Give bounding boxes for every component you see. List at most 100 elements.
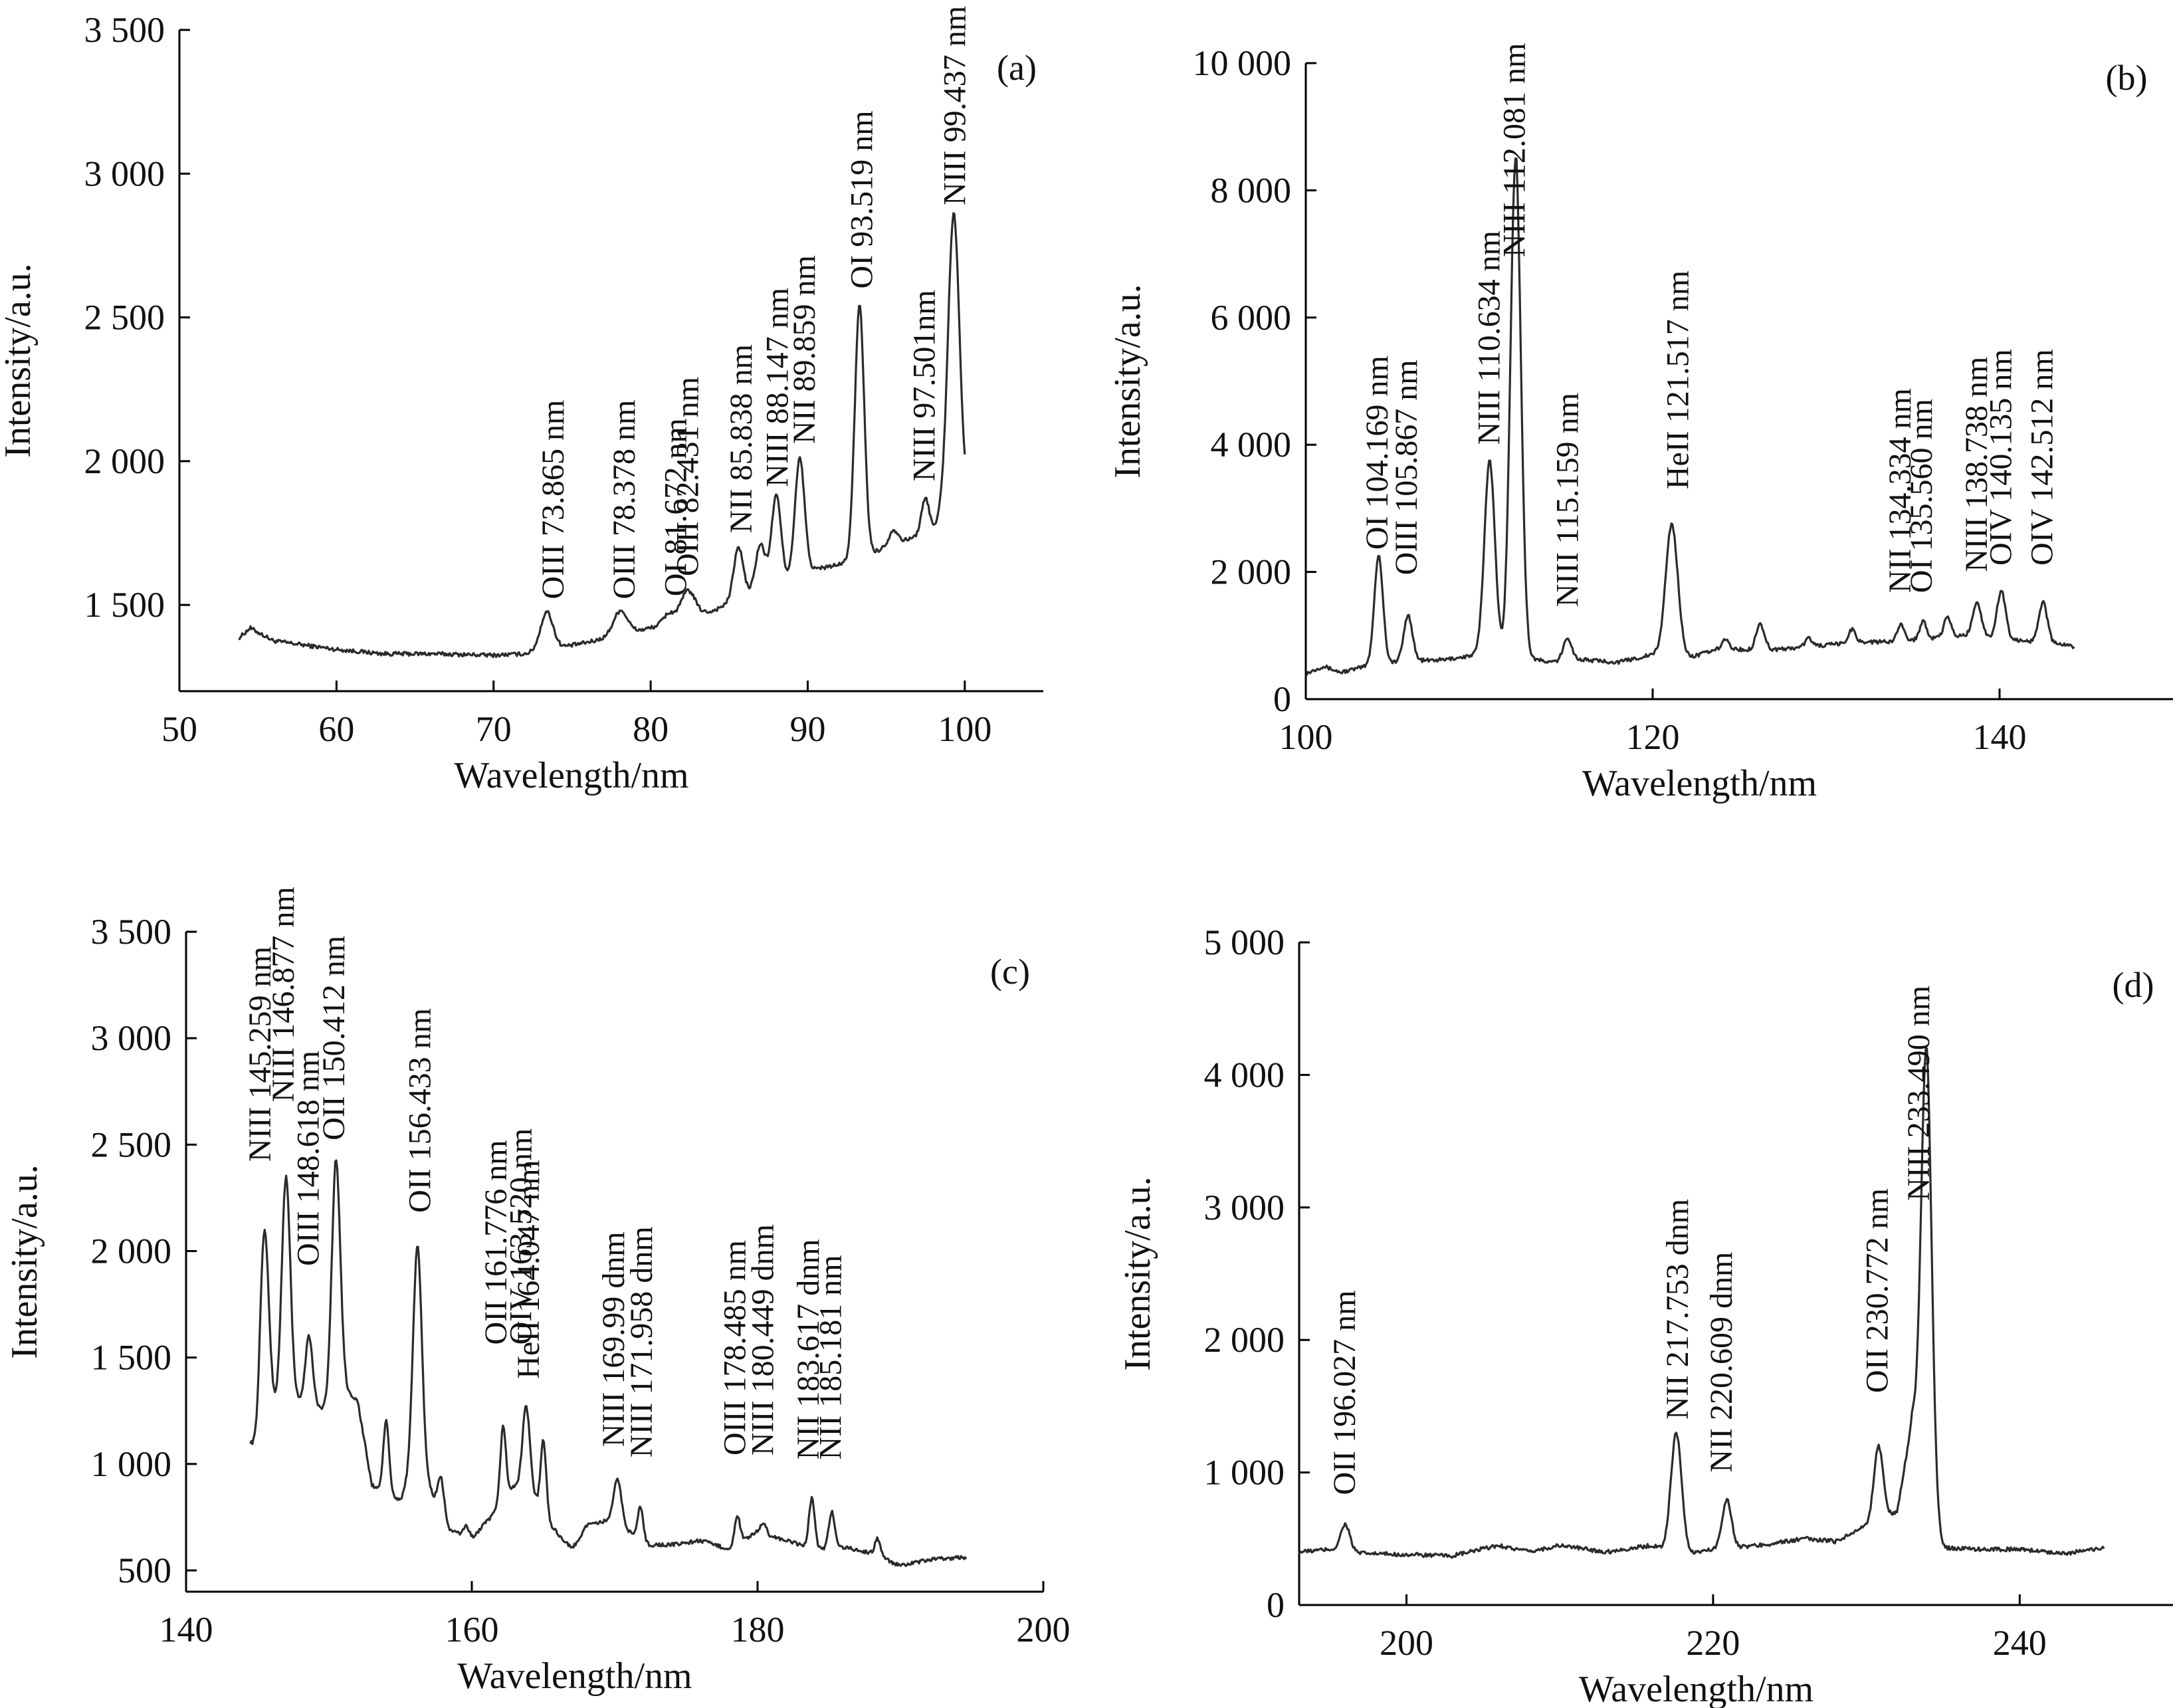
x-tick-label: 100 xyxy=(938,709,991,749)
y-axis-label: Intensity/a.u. xyxy=(1117,1176,1158,1370)
y-tick-label: 6 000 xyxy=(1211,298,1292,338)
x-tick-label: 50 xyxy=(161,709,197,749)
peak-label: NIII 145.259 nm xyxy=(243,946,278,1162)
panel-c: 140 160 180 200 500 1 000 1 500 2 000 2 500 3 000… xyxy=(4,887,1071,1697)
y-tick-label: 3 500 xyxy=(91,912,172,952)
y-tick-label: 10 000 xyxy=(1193,43,1292,83)
peak-label: NIII 115.159 nm xyxy=(1550,393,1586,607)
x-tick-label: 140 xyxy=(159,1610,213,1650)
peak-label: OIII 148.618 nm xyxy=(290,1051,326,1266)
x-axis-label: Wavelength/nm xyxy=(454,755,688,796)
panel-tag: (d) xyxy=(2113,965,2154,1005)
peak-label: NIII 171.958 dnm xyxy=(624,1226,659,1457)
x-tick-label: 220 xyxy=(1686,1623,1740,1663)
y-axis-label: Intensity/a.u. xyxy=(1107,284,1148,478)
x-tick-label: 100 xyxy=(1279,717,1333,757)
y-tick-label: 8 000 xyxy=(1211,170,1292,210)
peak-label: HeII 121.517 nm xyxy=(1661,270,1696,489)
spectrum-line xyxy=(1305,158,2075,677)
peak-label: OII 161.776 nm xyxy=(478,1140,514,1344)
y-tick-label: 4 000 xyxy=(1211,425,1292,465)
peak-label: OII 230.772 nm xyxy=(1859,1188,1895,1393)
peak-label: NII 220.609 dnm xyxy=(1704,1252,1739,1473)
panel-tag: (a) xyxy=(997,48,1037,88)
x-tick-label: 120 xyxy=(1626,717,1680,757)
panel-b: 100 120 140 0 2 000 4 000 6 000 8 000 10 000 Wave… xyxy=(1107,43,2173,804)
x-tick-label: 90 xyxy=(789,709,825,749)
y-tick-label: 4 000 xyxy=(1204,1055,1285,1095)
x-tick-label: 200 xyxy=(1380,1623,1433,1663)
peak-label: NII 185.181 nm xyxy=(813,1255,848,1459)
panel-tag: (c) xyxy=(990,952,1030,992)
peak-label: NII 89.859 nm xyxy=(787,255,822,444)
y-tick-label: 500 xyxy=(118,1550,171,1590)
x-axis-label: Wavelength/nm xyxy=(1582,763,1817,804)
y-tick-label: 2 000 xyxy=(1211,552,1292,592)
peak-label: OII 150.412 nm xyxy=(316,936,352,1140)
peak-label: NIII 110.634 nm xyxy=(1472,231,1507,445)
peak-label: NIII 233.490 nm xyxy=(1901,986,1936,1201)
peak-label: NIII 146.877 nm xyxy=(266,887,301,1102)
x-tick-label: 80 xyxy=(633,709,669,749)
panel-d: 200 220 240 0 1 000 2 000 3 000 4 000 5 000 Wavel… xyxy=(1117,922,2173,1708)
y-axis-label: Intensity/a.u. xyxy=(4,1164,45,1358)
peak-label: NIII 112.081 nm xyxy=(1497,43,1532,257)
peak-label: NII 183.617 dnm xyxy=(791,1239,826,1459)
y-tick-label: 2 000 xyxy=(84,441,165,481)
y-tick-label: 2 000 xyxy=(1204,1320,1285,1360)
panel-a: 50 60 70 80 90 100 1 500 2 000 2 500 3 000 3 500 Wa… xyxy=(0,6,1043,796)
peak-label: NIII 180.449 dnm xyxy=(746,1224,781,1455)
peak-label: NIII 88.147 nm xyxy=(760,288,795,487)
peak-label: NII 217.753 dnm xyxy=(1660,1199,1695,1420)
y-tick-label: 1 000 xyxy=(91,1444,172,1484)
x-axis-label: Wavelength/nm xyxy=(1579,1669,1813,1708)
y-tick-label: 5 000 xyxy=(1204,922,1285,962)
peak-label: NII 134.334 nm xyxy=(1883,388,1918,593)
peak-label: NIII 97.501nm xyxy=(907,290,942,481)
spectrum-line xyxy=(1298,1047,2105,1559)
peak-label: OIV 140.135 nm xyxy=(1984,349,2019,566)
x-tick-label: 160 xyxy=(445,1610,499,1650)
panel-tag: (b) xyxy=(2106,58,2148,98)
peak-label: HeII 164.047 nm xyxy=(511,1160,546,1378)
y-tick-label: 3 000 xyxy=(1204,1188,1285,1228)
y-tick-label: 2 500 xyxy=(84,298,165,338)
peak-label: NIII 169.99 dnm xyxy=(596,1231,631,1447)
peak-label: OI 93.519 nm xyxy=(845,110,880,288)
peak-label: OII 156.433 nm xyxy=(402,1008,437,1213)
y-tick-label: 2 000 xyxy=(91,1231,172,1271)
y-tick-label: 3 500 xyxy=(84,10,165,50)
x-axis-label: Wavelength/nm xyxy=(457,1655,692,1697)
peak-label: OI 135.560 nm xyxy=(1904,399,1939,593)
peak-label: OIII 105.867 nm xyxy=(1389,360,1424,575)
peak-label: NII 85.838 nm xyxy=(724,344,759,533)
y-tick-label: 2 500 xyxy=(91,1124,172,1164)
peak-label: OIII 78.378 nm xyxy=(607,400,642,599)
peak-label: OIII 82.431 nm xyxy=(671,377,706,576)
peak-label: OIV 142.512 nm xyxy=(2025,349,2060,566)
spectrum-line xyxy=(249,1159,968,1567)
y-tick-label: 3 000 xyxy=(91,1018,172,1058)
x-tick-label: 70 xyxy=(476,709,512,749)
peak-label: NIII 99.437 nm xyxy=(938,6,973,205)
x-tick-label: 60 xyxy=(318,709,354,749)
peak-label: OI 104.169 nm xyxy=(1360,356,1395,550)
y-tick-label: 1 500 xyxy=(91,1338,172,1378)
peak-label: OIII 178.485 nm xyxy=(717,1240,752,1455)
peak-label: OI 81.672 nm xyxy=(659,418,694,596)
y-tick-label: 0 xyxy=(1273,679,1291,719)
peak-label: OIV 163.520 nm xyxy=(504,1128,539,1345)
x-tick-label: 140 xyxy=(1973,717,2027,757)
y-tick-label: 1 500 xyxy=(84,585,165,625)
y-axis-label: Intensity/a.u. xyxy=(0,263,39,457)
y-tick-label: 0 xyxy=(1267,1585,1285,1625)
x-tick-label: 240 xyxy=(1993,1623,2047,1663)
x-tick-label: 180 xyxy=(731,1610,785,1650)
x-tick-label: 200 xyxy=(1017,1610,1071,1650)
peak-label: OIII 73.865 nm xyxy=(536,400,571,599)
peak-label: NIII 138.738 nm xyxy=(1959,357,1994,572)
spectrum-line xyxy=(238,212,966,659)
y-tick-label: 1 000 xyxy=(1204,1453,1285,1493)
y-tick-label: 3 000 xyxy=(84,154,165,193)
